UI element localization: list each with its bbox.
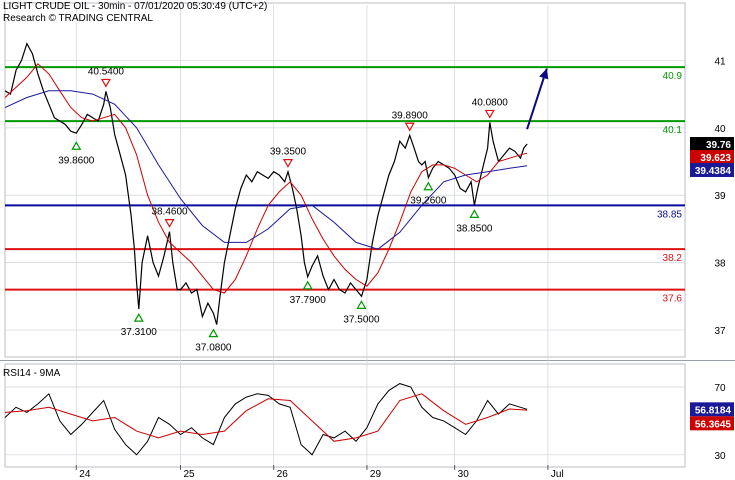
swing-high-marker — [404, 122, 415, 132]
series-price — [4, 42, 528, 325]
price-series — [4, 42, 528, 325]
swing-low-label: 37.5000 — [343, 314, 380, 325]
swing-high-marker — [100, 78, 111, 88]
level-label: 37.6 — [663, 294, 683, 305]
swing-low-label: 39.2600 — [410, 196, 447, 207]
swing-low-label: 37.7900 — [290, 295, 327, 306]
forecast-arrow-head — [539, 68, 549, 80]
rsi-tag-rsi: 56.8184 — [695, 405, 732, 416]
x-tick-label: 26 — [277, 469, 289, 480]
price-tag-ma_fast: 39.623 — [700, 153, 731, 164]
swing-low-marker — [356, 300, 367, 309]
swing-high-label: 40.5400 — [88, 66, 125, 77]
x-tick-label: 30 — [458, 469, 470, 480]
swing-low-marker — [71, 141, 82, 150]
swing-high-marker — [164, 219, 175, 228]
swing-high-label: 39.8900 — [392, 110, 429, 121]
swing-low-marker — [133, 312, 144, 322]
rsi-tag-rsi-bg — [690, 402, 734, 417]
rsi-panel — [4, 383, 528, 456]
swing-low-marker — [208, 328, 219, 338]
x-tick-label: 25 — [183, 469, 195, 480]
series-rsi_ma — [4, 393, 528, 442]
chart-title: LIGHT CRUDE OIL - 30min - 07/01/2020 05:… — [3, 1, 268, 12]
swing-low-label: 37.0800 — [195, 343, 232, 354]
level-label: 38.85 — [657, 209, 682, 220]
swing-annotations: 40.5400 39.8600 39.3500 38.4600 37.3100 37.08… — [58, 66, 549, 354]
price-tick-label: 39 — [714, 191, 726, 202]
price-tag-ma_fast-bg — [690, 150, 734, 165]
swing-low-label: 39.8600 — [58, 155, 95, 166]
series-ma_fast — [4, 63, 528, 294]
swing-high-marker — [282, 159, 294, 168]
x-tick-label: 24 — [79, 469, 91, 480]
swing-high-label: 40.0800 — [472, 97, 509, 108]
price-tick-label: 40 — [714, 124, 726, 135]
swing-low-label: 38.8500 — [456, 223, 493, 234]
swing-high-marker — [484, 109, 495, 119]
swing-high-label: 38.4600 — [151, 207, 188, 218]
rsi-label: RSI14 - 9MA — [3, 368, 61, 379]
price-tick-label: 37 — [714, 326, 726, 337]
level-label: 40.9 — [663, 71, 683, 82]
level-label: 38.2 — [663, 253, 683, 264]
level-label: 40.1 — [663, 125, 683, 136]
rsi-tick-label: 70 — [714, 383, 726, 394]
swing-low-marker — [469, 209, 480, 218]
price-tag-price: 39.76 — [706, 140, 731, 151]
series-ma_slow — [4, 90, 528, 250]
rsi-tag-rsi_ma-bg — [690, 416, 734, 431]
swing-low-label: 37.3100 — [121, 327, 158, 338]
price-tick-label: 41 — [714, 56, 726, 67]
x-tick-label: Jul — [551, 469, 564, 480]
series-rsi — [4, 383, 528, 456]
swing-low-marker — [302, 280, 313, 290]
price-tag-price-bg — [690, 137, 734, 152]
price-tag-ma_slow-bg — [690, 163, 734, 178]
grid-lines — [0, 2, 735, 468]
chart-subtitle: Research © TRADING CENTRAL — [3, 13, 153, 24]
price-tag-ma_slow: 39.4384 — [695, 166, 732, 177]
forecast-arrow-shaft — [526, 68, 548, 130]
price-levels: 40.9 40.1 38.85 38.2 37.6 — [5, 66, 685, 305]
swing-low-marker — [423, 181, 434, 191]
price-panel-frame — [4, 2, 686, 358]
x-tick-label: 29 — [370, 469, 382, 480]
rsi-panel-frame — [4, 363, 686, 468]
rsi-tick-label: 30 — [714, 451, 726, 462]
price-tick-label: 38 — [714, 259, 726, 270]
swing-high-label: 39.3500 — [270, 147, 307, 158]
axes: 41 40 39 38 37 70 30 24 25 26 29 30 Jul 39.76 39.623 39… — [75, 56, 734, 480]
rsi-tag-rsi_ma: 56.3645 — [695, 419, 732, 430]
